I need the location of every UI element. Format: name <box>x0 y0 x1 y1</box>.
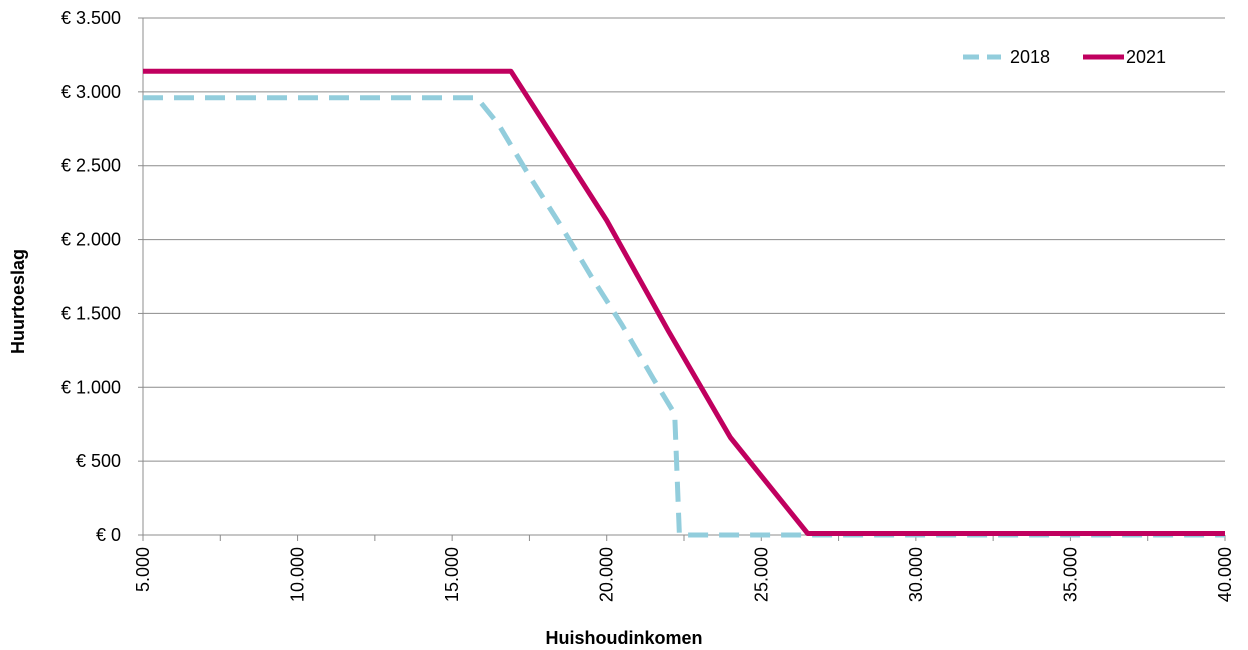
x-tick-label: 15.000 <box>442 547 462 602</box>
legend-label-2021: 2021 <box>1126 47 1166 67</box>
x-tick-label: 40.000 <box>1215 547 1235 602</box>
y-tick-label: € 1.500 <box>61 303 121 323</box>
x-tick-label: 30.000 <box>906 547 926 602</box>
gridlines <box>143 17 1225 462</box>
x-tick-label: 25.000 <box>751 547 771 602</box>
y-tick-label: € 1.000 <box>61 377 121 397</box>
y-tick-label: € 2.000 <box>61 230 121 250</box>
x-tick-label: 10.000 <box>288 547 308 602</box>
y-tick-label: € 3.000 <box>61 82 121 102</box>
x-axis-title: Huishoudinkomen <box>546 628 703 648</box>
y-tick-label: € 0 <box>96 525 121 545</box>
x-axis-tick-labels: 5.000 10.000 15.000 20.000 25.000 30.000 35.00… <box>133 547 1235 602</box>
legend: 2018 2021 <box>963 47 1166 67</box>
y-tick-label: € 3.500 <box>61 8 121 28</box>
x-tick-label: 35.000 <box>1060 547 1080 602</box>
y-axis-title: Huurtoeslag <box>8 249 28 354</box>
series-line-2018 <box>143 95 1225 538</box>
series-line-2021 <box>143 68 1225 536</box>
y-axis-tick-labels: € 0 € 500 € 1.000 € 1.500 € 2.000 € 2.500 € 3.… <box>61 8 121 545</box>
y-tick-label: € 500 <box>76 451 121 471</box>
legend-label-2018: 2018 <box>1010 47 1050 67</box>
y-tick-label: € 2.500 <box>61 156 121 176</box>
series-lines <box>143 68 1225 538</box>
x-tick-label: 20.000 <box>597 547 617 602</box>
x-tick-label: 5.000 <box>133 547 153 592</box>
